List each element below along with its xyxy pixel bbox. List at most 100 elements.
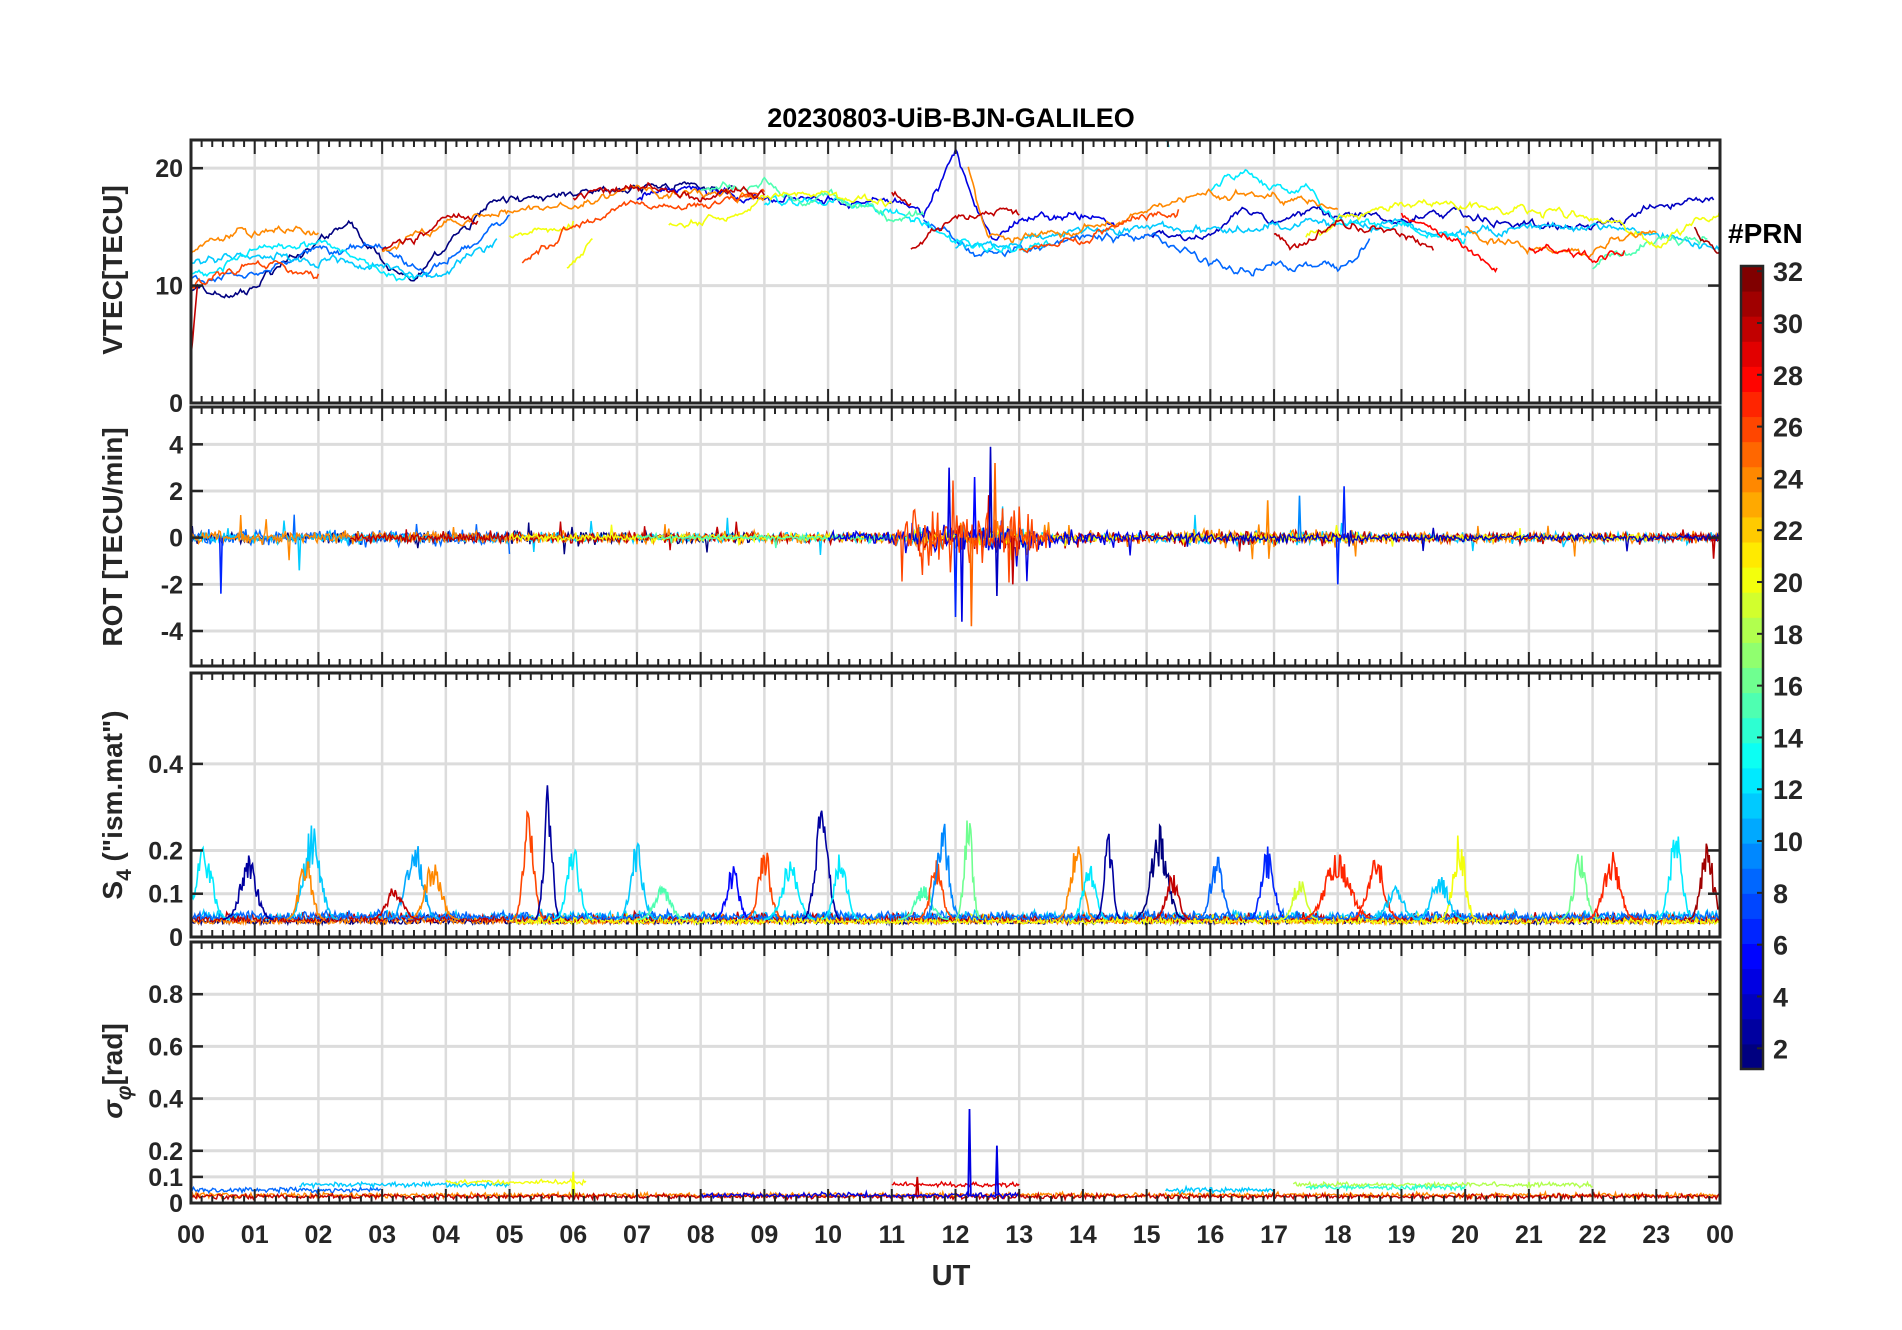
vtec-line-prn-12 bbox=[763, 195, 1052, 253]
vtec-line-prn-24 bbox=[967, 166, 1339, 244]
colorbar-level bbox=[1741, 366, 1763, 392]
x-tick-label: 20 bbox=[1451, 1221, 1479, 1249]
y-label-subscript: φ bbox=[113, 1085, 136, 1100]
vtec-line-prn-12 bbox=[191, 238, 415, 282]
s4-burst-prn-3 bbox=[534, 785, 561, 920]
colorbar-tick-label: 24 bbox=[1773, 464, 1803, 494]
s4-burst-prn-24 bbox=[407, 864, 459, 921]
colorbar-level bbox=[1741, 1043, 1763, 1070]
colorbar-level bbox=[1741, 918, 1763, 945]
sigma-line-prn-14 bbox=[1305, 1182, 1466, 1192]
y-tick-label: 0.2 bbox=[148, 837, 183, 865]
sigma-line-prn-8 bbox=[191, 1185, 382, 1195]
vtec-line-prn-30 bbox=[381, 212, 479, 251]
colorbar-tick-label: 4 bbox=[1773, 982, 1788, 1012]
s4-burst-prn-11 bbox=[1369, 884, 1421, 921]
rot-line-prn-8 bbox=[191, 514, 511, 554]
rot-spike-prn-7 bbox=[953, 537, 958, 618]
y-tick-label: 10 bbox=[155, 273, 183, 301]
colorbar-tick-label: 30 bbox=[1773, 309, 1803, 339]
rot-spike-prn-11 bbox=[297, 537, 302, 571]
s4-burst-prn-12 bbox=[821, 854, 860, 921]
x-tick-label: 06 bbox=[559, 1221, 587, 1249]
colorbar-level bbox=[1741, 341, 1763, 367]
panel-rot: -4 -2 0 2 4 ROT [TECU/min] bbox=[97, 405, 1722, 668]
s4-burst-prn-2 bbox=[1133, 823, 1185, 920]
colorbar-level bbox=[1741, 818, 1763, 844]
colorbar-tick-label: 14 bbox=[1773, 723, 1803, 753]
colorbar-level bbox=[1741, 416, 1763, 443]
vtec-line-prn-26 bbox=[191, 259, 320, 290]
sigma-spike-prn-30 bbox=[915, 1176, 920, 1196]
rot-spike-prn-25 bbox=[992, 462, 998, 538]
colorbar-level bbox=[1741, 792, 1763, 819]
y-tick-label: 0.4 bbox=[148, 751, 183, 779]
colorbar-tick-label: 32 bbox=[1773, 257, 1803, 287]
rot-line-prn-4 bbox=[1146, 527, 1720, 552]
x-tick-label: 14 bbox=[1069, 1221, 1097, 1249]
x-tick-label: 16 bbox=[1196, 1221, 1224, 1249]
y-tick-label: 2 bbox=[169, 478, 183, 506]
colorbar-level bbox=[1741, 993, 1763, 1020]
x-tick-label: 13 bbox=[1005, 1221, 1033, 1249]
x-tick-label: 21 bbox=[1515, 1221, 1543, 1249]
x-tick-label: 19 bbox=[1388, 1221, 1416, 1249]
panel-vtec: 0 10 20 VTEC[TECU] bbox=[97, 138, 1722, 418]
vtec-line-prn-8 bbox=[923, 219, 1371, 277]
vtec-line-prn-24 bbox=[382, 184, 766, 253]
colorbar-level bbox=[1741, 767, 1763, 794]
rot-spike-prn-7 bbox=[218, 537, 223, 594]
y-tick-label: 20 bbox=[155, 155, 183, 183]
y-tick-label: 0.4 bbox=[148, 1086, 183, 1114]
colorbar-tick-label: 28 bbox=[1773, 361, 1803, 391]
y-tick-label: 0.1 bbox=[148, 881, 183, 909]
rot-spike-prn-4 bbox=[994, 537, 999, 597]
y-tick-label: 0.1 bbox=[148, 1164, 183, 1192]
rot-spike-prn-4 bbox=[988, 446, 993, 538]
y-label-main: σ bbox=[97, 1099, 128, 1119]
panel-s4: 0 0.1 0.2 0.4 S4 ("ism.mat") bbox=[97, 671, 1722, 952]
s4-burst-prn-6 bbox=[713, 866, 751, 921]
chart-title: 20230803-UiB-BJN-GALILEO bbox=[767, 103, 1135, 133]
s4-burst-prn-10 bbox=[388, 846, 440, 920]
y-tick-label: 4 bbox=[169, 431, 183, 459]
x-tick-label: 08 bbox=[687, 1221, 715, 1249]
s4-burst-prn-15 bbox=[898, 886, 949, 921]
s4-burst-prn-11 bbox=[1414, 877, 1465, 921]
s4-burst-prn-12 bbox=[1655, 836, 1694, 921]
colorbar-level bbox=[1741, 516, 1763, 543]
s4-burst-prn-12 bbox=[553, 848, 593, 921]
sigma-line-prn-20 bbox=[445, 1177, 587, 1186]
rot-spike-prn-6 bbox=[972, 476, 977, 538]
vtec-line-prn-31 bbox=[1693, 226, 1720, 254]
colorbar-tick-label: 6 bbox=[1773, 931, 1788, 961]
s4-burst-prn-30 bbox=[1152, 874, 1191, 921]
s4-burst-prn-27 bbox=[1586, 851, 1638, 921]
colorbar-level bbox=[1741, 592, 1763, 618]
s4-burst-prn-3 bbox=[1095, 833, 1121, 920]
s4-burst-prn-7 bbox=[1248, 846, 1286, 921]
vtec-line-prn-30 bbox=[891, 190, 912, 207]
series-group bbox=[191, 140, 1720, 357]
colorbar-level bbox=[1741, 893, 1763, 919]
y-tick-label: -2 bbox=[161, 571, 183, 599]
vtec-line-prn-11 bbox=[191, 238, 498, 280]
colorbar-level bbox=[1741, 943, 1763, 970]
rot-spike-prn-7 bbox=[1342, 486, 1347, 538]
rot-spike-prn-5 bbox=[959, 537, 964, 622]
s4-burst-prn-27 bbox=[1350, 859, 1402, 921]
colorbar-level bbox=[1741, 441, 1763, 468]
y-tick-label: 0.2 bbox=[148, 1138, 183, 1166]
colorbar-label: #PRN bbox=[1728, 218, 1803, 249]
sigma-line-prn-18 bbox=[1292, 1180, 1593, 1190]
colorbar-box bbox=[1739, 264, 1765, 1071]
x-tick-label: 11 bbox=[879, 1221, 906, 1249]
x-tick-label: 07 bbox=[623, 1221, 651, 1249]
vtec-line-prn-8 bbox=[191, 214, 510, 286]
vtec-line-prn-20 bbox=[1305, 198, 1720, 249]
colorbar-level bbox=[1741, 266, 1763, 292]
colorbar-level bbox=[1741, 968, 1763, 995]
rot-spike-prn-25 bbox=[969, 537, 974, 627]
